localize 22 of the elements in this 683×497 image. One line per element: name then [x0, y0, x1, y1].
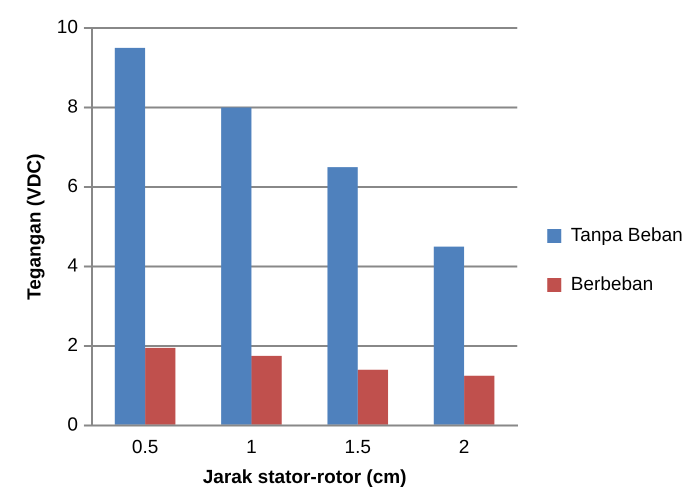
x-tick-label: 1.5	[344, 437, 371, 458]
bar	[251, 356, 282, 424]
legend-label: Tanpa Beban	[570, 225, 683, 246]
y-tick-label: 2	[67, 335, 78, 356]
x-tick-label: 2	[458, 437, 470, 458]
bar	[464, 376, 494, 424]
y-tick-label: 4	[67, 256, 78, 277]
bar	[114, 48, 146, 424]
y-tick-label: 8	[67, 96, 78, 118]
y-tick-label: 10	[56, 17, 78, 38]
legend-label: Berbeban	[570, 274, 654, 296]
bar	[434, 246, 464, 424]
bar	[358, 370, 388, 424]
x-tick-label: 0.5	[132, 437, 158, 458]
x-axis-title: Jarak stator-rotor (cm)	[202, 466, 406, 488]
y-axis-title: Tegangan (VDC)	[24, 154, 46, 300]
bar	[145, 348, 176, 424]
x-tick-label: 1	[246, 437, 257, 458]
bar	[221, 107, 252, 424]
y-tick-label: 6	[67, 176, 78, 198]
bar	[327, 167, 358, 424]
y-tick-label: 0	[67, 414, 78, 436]
